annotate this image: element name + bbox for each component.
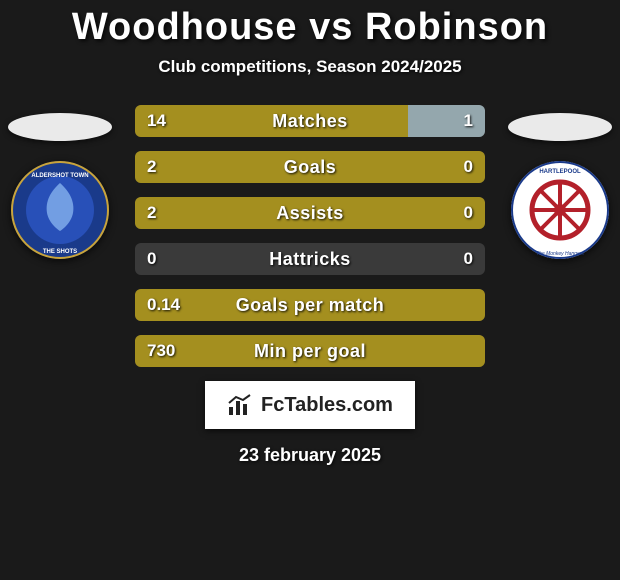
player-right-column: HARTLEPOOL The Monkey Hangers [500,101,620,259]
stat-value-right: 0 [464,151,473,183]
chart-icon [227,393,255,417]
stat-label: Assists [135,197,485,229]
date-text: 23 february 2025 [0,445,620,466]
branding-text: FcTables.com [261,394,393,417]
stat-bars: 14Matches12Goals02Assists00Hattricks00.1… [135,101,485,367]
stat-value-right: 1 [464,105,473,137]
player-silhouette-left [8,113,112,141]
stat-label: Goals [135,151,485,183]
comparison-content: ALDERSHOT TOWN THE SHOTS HARTLEPOOL The … [0,101,620,367]
club-badge-right: HARTLEPOOL The Monkey Hangers [511,161,609,259]
page-title: Woodhouse vs Robinson [0,0,620,49]
stat-row: 14Matches1 [135,105,485,137]
stat-label: Hattricks [135,243,485,275]
svg-text:HARTLEPOOL: HARTLEPOOL [539,169,581,175]
branding-box: FcTables.com [205,381,415,429]
aldershot-badge-icon: ALDERSHOT TOWN THE SHOTS [11,161,109,259]
stat-label: Min per goal [135,335,485,367]
svg-text:ALDERSHOT TOWN: ALDERSHOT TOWN [31,173,88,179]
stat-value-right: 0 [464,197,473,229]
stat-row: 0Hattricks0 [135,243,485,275]
stat-value-right: 0 [464,243,473,275]
stat-row: 730Min per goal [135,335,485,367]
page-subtitle: Club competitions, Season 2024/2025 [0,57,620,77]
stat-label: Matches [135,105,485,137]
stat-row: 2Goals0 [135,151,485,183]
player-silhouette-right [508,113,612,141]
player-left-column: ALDERSHOT TOWN THE SHOTS [0,101,120,259]
stat-row: 0.14Goals per match [135,289,485,321]
svg-text:The Monkey Hangers: The Monkey Hangers [536,251,584,257]
stat-label: Goals per match [135,289,485,321]
hartlepool-badge-icon: HARTLEPOOL The Monkey Hangers [511,161,609,259]
stat-row: 2Assists0 [135,197,485,229]
svg-text:THE SHOTS: THE SHOTS [43,249,77,255]
club-badge-left: ALDERSHOT TOWN THE SHOTS [11,161,109,259]
